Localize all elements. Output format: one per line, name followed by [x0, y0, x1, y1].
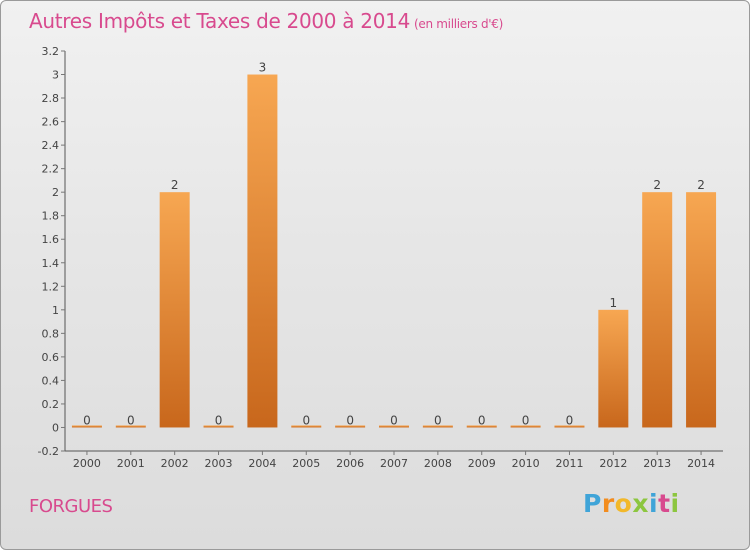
x-tick-label: 2011: [555, 457, 583, 470]
data-label: 0: [434, 413, 442, 427]
data-label: 3: [259, 61, 267, 75]
y-tick-label: 0: [52, 421, 59, 434]
data-label: 0: [127, 413, 135, 427]
bar: [422, 425, 453, 428]
bar: [554, 425, 585, 428]
logo-letter: P: [583, 489, 602, 518]
logo-letter: i: [670, 489, 680, 518]
x-tick-label: 2005: [292, 457, 320, 470]
bar: [115, 425, 146, 428]
logo-letter: i: [649, 489, 659, 518]
y-tick-label: 0.8: [42, 327, 60, 340]
logo-letter: r: [601, 489, 615, 518]
x-tick-label: 2009: [468, 457, 496, 470]
y-tick-label: 2.4: [42, 139, 60, 152]
logo-letter: t: [658, 489, 671, 518]
data-label: 0: [302, 413, 310, 427]
x-tick-label: 2001: [117, 457, 145, 470]
data-label: 0: [478, 413, 486, 427]
chart-unit-label: (en milliers d'€): [414, 17, 504, 31]
bar: [335, 425, 366, 428]
y-tick-label: 2.8: [42, 92, 60, 105]
x-tick-label: 2004: [248, 457, 276, 470]
x-tick-label: 2010: [512, 457, 540, 470]
x-tick-label: 2013: [643, 457, 671, 470]
chart-title: Autres Impôts et Taxes de 2000 à 2014 (en…: [29, 9, 503, 33]
y-tick-label: 1.8: [42, 210, 60, 223]
y-tick-label: -0.2: [38, 445, 59, 458]
y-tick-label: 2: [52, 186, 59, 199]
bar: [510, 425, 541, 428]
y-tick-label: 0.6: [42, 351, 60, 364]
y-tick-label: 3.2: [42, 45, 60, 58]
chart-title-text: Autres Impôts et Taxes de 2000 à 2014: [29, 9, 410, 33]
bar: [379, 425, 409, 428]
y-tick-label: 1.4: [42, 257, 60, 270]
x-tick-label: 2012: [599, 457, 627, 470]
x-tick-label: 2008: [424, 457, 452, 470]
data-label: 0: [566, 413, 574, 427]
axes: -0.2 0 0.2 0.4 0.6 0.8 1 1.2 1.4 1.6 1.8 2 2.2 2.4 2.6…: [38, 45, 723, 470]
x-tick-label: 2007: [380, 457, 408, 470]
y-tick-label: 3: [52, 69, 59, 82]
proxiti-logo[interactable]: Proxiti: [583, 489, 680, 518]
data-label: 1: [610, 296, 618, 310]
y-tick-label: 0.4: [42, 374, 60, 387]
bar: [247, 74, 278, 428]
bar: [466, 425, 497, 428]
data-label: 2: [171, 178, 179, 192]
commune-name: FORGUES: [29, 496, 113, 517]
logo-letter: x: [632, 489, 649, 518]
x-tick-label: 2014: [687, 457, 715, 470]
data-label: 0: [83, 413, 91, 427]
bar: [159, 192, 190, 428]
data-label: 0: [522, 413, 530, 427]
x-tick-label: 2002: [161, 457, 189, 470]
y-tick-label: 1.2: [42, 280, 60, 293]
bar: [642, 192, 673, 428]
data-label: 2: [697, 178, 705, 192]
x-tick-label: 2003: [205, 457, 233, 470]
bar: [71, 425, 102, 428]
data-label: 0: [346, 413, 354, 427]
bar: [291, 425, 322, 428]
x-tick-label: 2006: [336, 457, 364, 470]
data-label: 0: [215, 413, 223, 427]
bar: [598, 309, 629, 428]
data-labels: 0 0 2 0 3 0 0 0 0 0 0 0 1 2 2: [83, 61, 705, 428]
data-label: 2: [653, 178, 661, 192]
y-tick-label: 1: [52, 304, 59, 317]
y-tick-label: 1.6: [42, 233, 60, 246]
y-tick-label: 2.6: [42, 116, 60, 129]
y-tick-label: 0.2: [42, 398, 60, 411]
y-tick-label: 2.2: [42, 163, 60, 176]
bars: [71, 74, 717, 428]
bar: [686, 192, 717, 428]
bar: [203, 425, 234, 428]
x-tick-label: 2000: [73, 457, 101, 470]
data-label: 0: [390, 413, 398, 427]
logo-letter: o: [614, 489, 633, 518]
